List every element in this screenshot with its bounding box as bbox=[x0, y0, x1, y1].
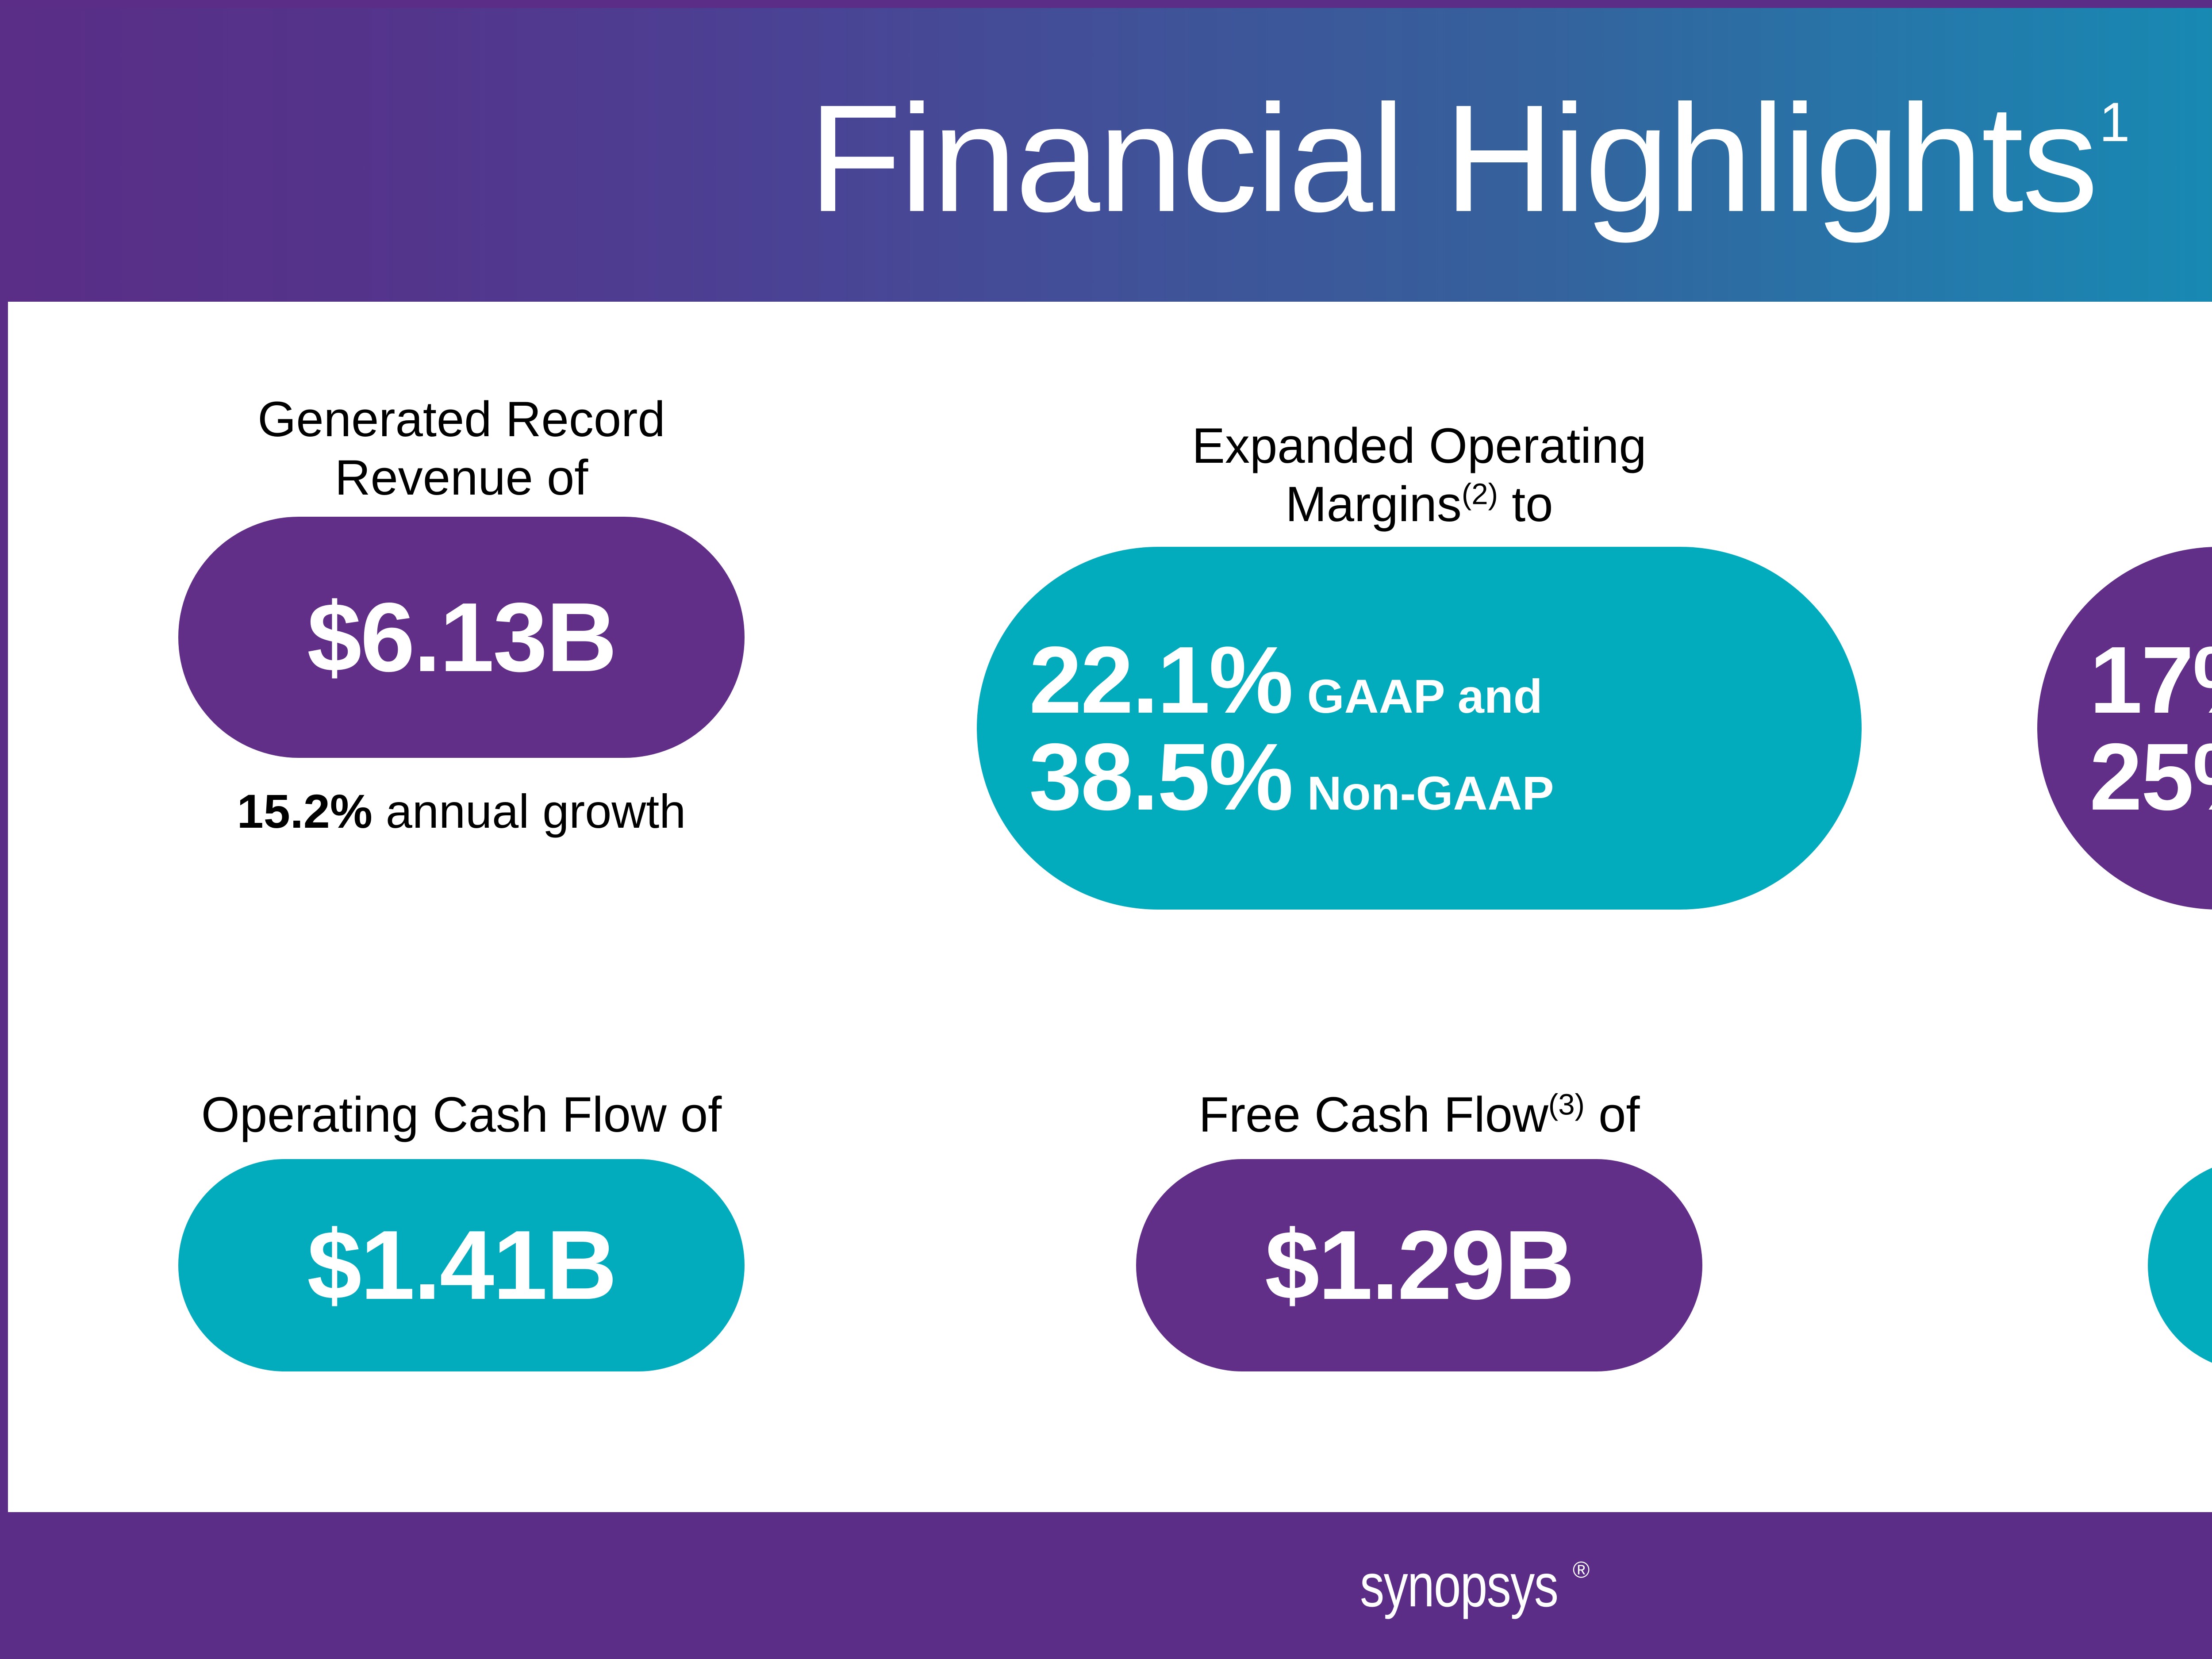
metric-value-revenue: $6.13B bbox=[307, 582, 617, 692]
metric-card-revenue-subnote: 15.2% annual growth bbox=[237, 783, 686, 840]
synopsys-logo: synopsys ® bbox=[1360, 1555, 1590, 1616]
registered-trademark-icon: ® bbox=[1572, 1557, 1590, 1583]
label-line-1: Operating Cash Flow of bbox=[201, 1087, 722, 1143]
footer-bar: synopsys ® bbox=[0, 1512, 2212, 1659]
metric-value-row-non-gaap: 38.5% Non-GAAP bbox=[1029, 723, 1554, 830]
label-line-1: Free Cash Flow bbox=[1198, 1087, 1548, 1143]
label-superscript: (2) bbox=[1461, 477, 1498, 511]
subnote-growth-pct: 15.2% bbox=[237, 784, 373, 838]
metric-card-free-cash-flow-label: Free Cash Flow(3) of bbox=[999, 1027, 1839, 1144]
metric-card-backlog-label: Backlog(4) of bbox=[2011, 1027, 2212, 1144]
metric-card-backlog: Backlog(4) of $8.1B bbox=[1924, 965, 2212, 1512]
header-banner: Financial Highlights 1 bbox=[0, 8, 2212, 302]
metric-card-eps-growth-pill: 17% GAAP and 25% Non-GAAP bbox=[2037, 547, 2212, 910]
metric-card-eps-growth: Delivered EPS(2)Growth of 17% GAAP and 2… bbox=[1924, 302, 2212, 965]
metric-card-revenue-label: Generated Record Revenue of bbox=[108, 390, 815, 507]
metric-qualifier-gaap: GAAP and bbox=[1307, 669, 1543, 723]
metric-value-non-gaap-eps: 25% bbox=[2089, 723, 2212, 830]
metric-card-free-cash-flow-pill: $1.29B bbox=[1136, 1159, 1702, 1372]
label-line-2: Revenue of bbox=[334, 450, 588, 506]
metric-value-gaap-margin: 22.1% bbox=[1029, 626, 1294, 733]
metric-card-operating-cash-flow-pill: $1.41B bbox=[178, 1159, 745, 1372]
label-superscript: (3) bbox=[1548, 1088, 1585, 1121]
label-line-tail: of bbox=[1585, 1087, 1640, 1143]
metric-qualifier-non-gaap: Non-GAAP bbox=[1307, 766, 1554, 820]
metric-card-revenue: Generated Record Revenue of $6.13B 15.2% … bbox=[8, 302, 915, 965]
metrics-row-top: Generated Record Revenue of $6.13B 15.2% … bbox=[8, 302, 2212, 965]
synopsys-logo-wordmark: synopsys bbox=[1359, 1551, 1559, 1620]
metric-value-free-cash-flow: $1.29B bbox=[1265, 1210, 1575, 1321]
metrics-row-bottom: Operating Cash Flow of $1.41B Free Cash … bbox=[8, 965, 2212, 1512]
metric-card-backlog-pill: $8.1B bbox=[2148, 1159, 2212, 1372]
metric-value-backlog: $8.1B bbox=[2148, 1216, 2212, 1314]
metric-value-operating-cash-flow: $1.41B bbox=[307, 1210, 617, 1321]
metric-card-operating-cash-flow: Operating Cash Flow of $1.41B bbox=[8, 965, 915, 1512]
metric-value-row-gaap: 22.1% GAAP and bbox=[1029, 626, 1543, 733]
metric-card-operating-margins-label: Expanded Operating Margins(2) to bbox=[977, 358, 1862, 534]
metric-value-row-gaap: 17% GAAP and bbox=[2089, 626, 2212, 733]
metric-card-free-cash-flow: Free Cash Flow(3) of $1.29B bbox=[915, 965, 1924, 1512]
label-line-1: Generated Record bbox=[257, 392, 665, 447]
metric-card-operating-margins-pill: 22.1% GAAP and 38.5% Non-GAAP bbox=[977, 547, 1862, 910]
label-line-2-tail: to bbox=[1498, 476, 1553, 532]
metric-value-row-non-gaap: 25% Non-GAAP bbox=[2089, 723, 2212, 830]
metric-card-operating-margins: Expanded Operating Margins(2) to 22.1% GA… bbox=[915, 302, 1924, 965]
metric-card-revenue-pill: $6.13B bbox=[178, 517, 745, 758]
metric-card-operating-cash-flow-label: Operating Cash Flow of bbox=[41, 1027, 882, 1144]
metric-card-eps-growth-label: Delivered EPS(2)Growth of bbox=[1989, 358, 2212, 534]
metric-value-gaap-eps: 17% bbox=[2089, 626, 2212, 733]
header-title-group: Financial Highlights 1 bbox=[809, 82, 2130, 235]
page-title-superscript: 1 bbox=[2099, 91, 2130, 153]
metric-value-non-gaap-margin: 38.5% bbox=[1029, 723, 1294, 830]
page-title: Financial Highlights bbox=[808, 73, 2098, 244]
subnote-growth-text: annual growth bbox=[372, 784, 686, 838]
label-line-2: Margins bbox=[1285, 476, 1462, 532]
label-line-1: Expanded Operating bbox=[1192, 418, 1647, 474]
content-area: Generated Record Revenue of $6.13B 15.2% … bbox=[8, 302, 2212, 1512]
